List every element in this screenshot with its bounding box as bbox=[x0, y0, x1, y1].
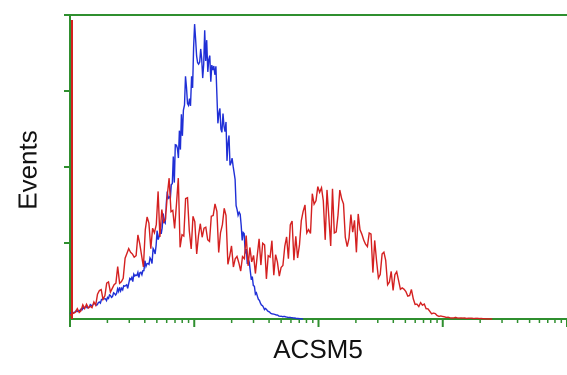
series-layer bbox=[69, 20, 493, 320]
x-axis-label: ACSM5 bbox=[273, 334, 363, 364]
red-histogram-series bbox=[69, 178, 493, 320]
axes-layer bbox=[64, 14, 567, 327]
blue-histogram-series bbox=[69, 24, 304, 320]
y-axis-label: Events bbox=[12, 130, 43, 210]
